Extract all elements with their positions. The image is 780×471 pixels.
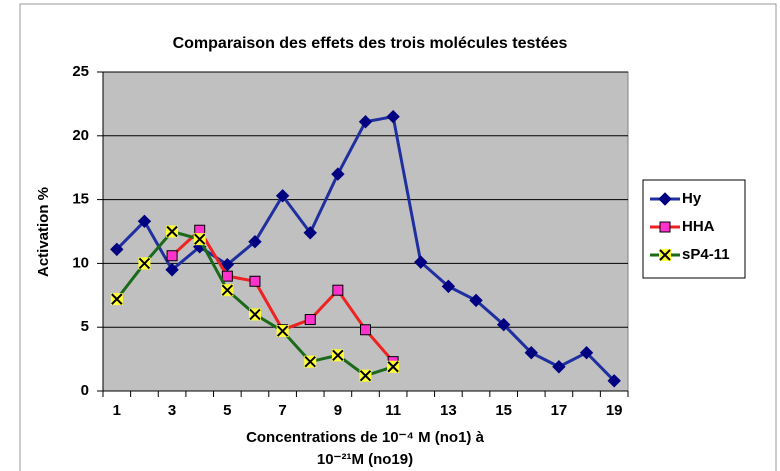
marker xyxy=(110,293,123,306)
x-tick-label: 19 xyxy=(606,402,623,419)
marker xyxy=(275,189,290,203)
marker xyxy=(414,255,428,269)
y-tick-label: 20 xyxy=(72,127,89,144)
marker xyxy=(248,308,261,321)
marker xyxy=(304,355,317,368)
marker xyxy=(166,225,179,238)
x-tick-label: 11 xyxy=(385,402,401,419)
marker xyxy=(249,275,261,287)
x-axis-label: 10⁻²¹M (no19) xyxy=(317,451,413,468)
marker xyxy=(166,250,178,262)
y-axis-label: Activation % xyxy=(35,187,52,277)
marker xyxy=(579,346,594,360)
marker-x xyxy=(359,369,372,382)
marker-x xyxy=(249,308,261,321)
x-tick-label: 7 xyxy=(278,402,286,419)
marker xyxy=(137,214,152,228)
marker xyxy=(331,349,344,362)
y-tick-label: 0 xyxy=(81,382,89,399)
legend-label: Hy xyxy=(682,190,702,207)
marker xyxy=(552,360,566,374)
marker xyxy=(193,233,206,246)
marker xyxy=(221,284,234,297)
marker-x xyxy=(387,361,399,373)
marker xyxy=(496,317,511,332)
x-tick-label: 3 xyxy=(168,402,176,419)
x-tick-label: 5 xyxy=(223,402,231,419)
y-tick-label: 15 xyxy=(72,191,89,208)
x-axis-label: Concentrations de 10⁻⁴ M (no1) à xyxy=(246,429,485,446)
x-tick-label: 17 xyxy=(551,402,568,419)
marker xyxy=(331,167,345,181)
marker-x xyxy=(304,355,316,368)
marker xyxy=(110,242,124,257)
marker xyxy=(441,279,456,294)
marker xyxy=(524,346,538,360)
marker-x xyxy=(194,233,206,245)
marker xyxy=(386,109,400,124)
y-tick-label: 10 xyxy=(72,254,89,271)
marker xyxy=(332,284,344,296)
marker xyxy=(607,374,621,388)
chart-title: Comparaison des effets des trois molécul… xyxy=(173,35,568,52)
marker xyxy=(165,263,179,277)
marker-x xyxy=(276,325,289,337)
marker xyxy=(360,324,371,336)
marker-x xyxy=(111,293,123,305)
x-tick-label: 9 xyxy=(334,402,342,419)
marker xyxy=(358,115,373,129)
marker xyxy=(304,314,316,326)
x-tick-label: 15 xyxy=(495,402,512,419)
marker xyxy=(387,360,400,373)
marker xyxy=(248,235,262,249)
marker xyxy=(138,257,151,270)
marker xyxy=(659,249,671,261)
marker-x xyxy=(138,257,151,270)
marker xyxy=(359,369,372,382)
marker xyxy=(276,325,289,338)
marker xyxy=(658,192,672,206)
marker-x xyxy=(166,225,178,238)
x-tick-label: 13 xyxy=(440,402,457,419)
marker xyxy=(659,221,671,233)
y-tick-label: 25 xyxy=(72,63,89,80)
marker-x xyxy=(221,284,234,296)
legend-label: HHA xyxy=(682,218,715,235)
legend-label: sP4-11 xyxy=(682,246,730,263)
x-tick-label: 1 xyxy=(113,402,121,419)
y-tick-label: 5 xyxy=(81,318,89,335)
marker xyxy=(469,293,483,308)
marker-x xyxy=(659,249,671,261)
marker-x xyxy=(332,349,344,361)
marker xyxy=(303,226,317,240)
marker xyxy=(221,270,233,282)
